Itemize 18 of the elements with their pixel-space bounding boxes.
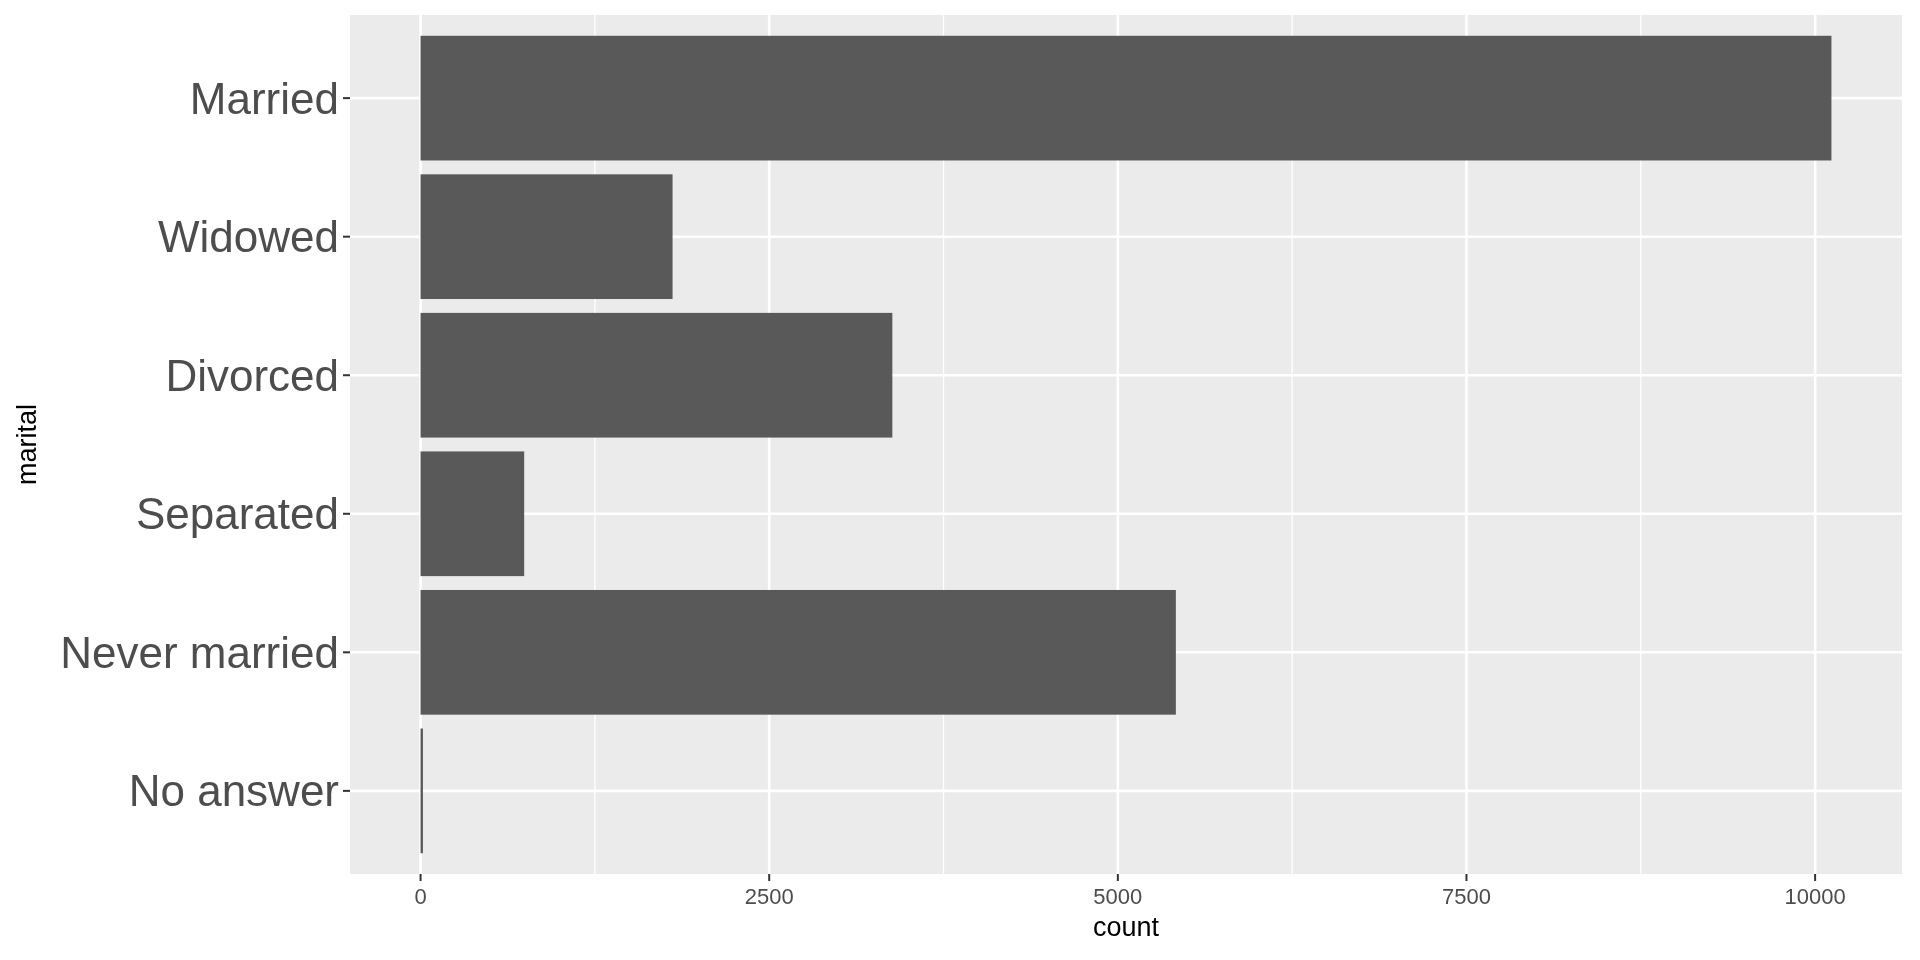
y-tick-label: Never married xyxy=(60,627,339,677)
x-tick-label: 0 xyxy=(414,884,427,909)
y-tick-label: No answer xyxy=(128,766,339,816)
bar xyxy=(420,451,525,577)
bar xyxy=(420,35,1832,161)
x-tick-label: 2500 xyxy=(744,884,794,909)
x-tick-label: 5000 xyxy=(1093,884,1143,909)
bar xyxy=(420,312,893,438)
bar xyxy=(420,174,673,300)
y-tick-label: Divorced xyxy=(165,350,339,400)
y-tick-label: Widowed xyxy=(158,212,339,262)
x-tick-label: 7500 xyxy=(1442,884,1491,909)
x-axis-title: count xyxy=(1092,912,1160,942)
x-tick-label: 10000 xyxy=(1784,884,1846,909)
y-axis-title: marital xyxy=(12,403,42,486)
y-tick-label: Separated xyxy=(135,489,339,539)
y-tick-label: Married xyxy=(189,73,339,123)
bar xyxy=(420,589,1176,715)
